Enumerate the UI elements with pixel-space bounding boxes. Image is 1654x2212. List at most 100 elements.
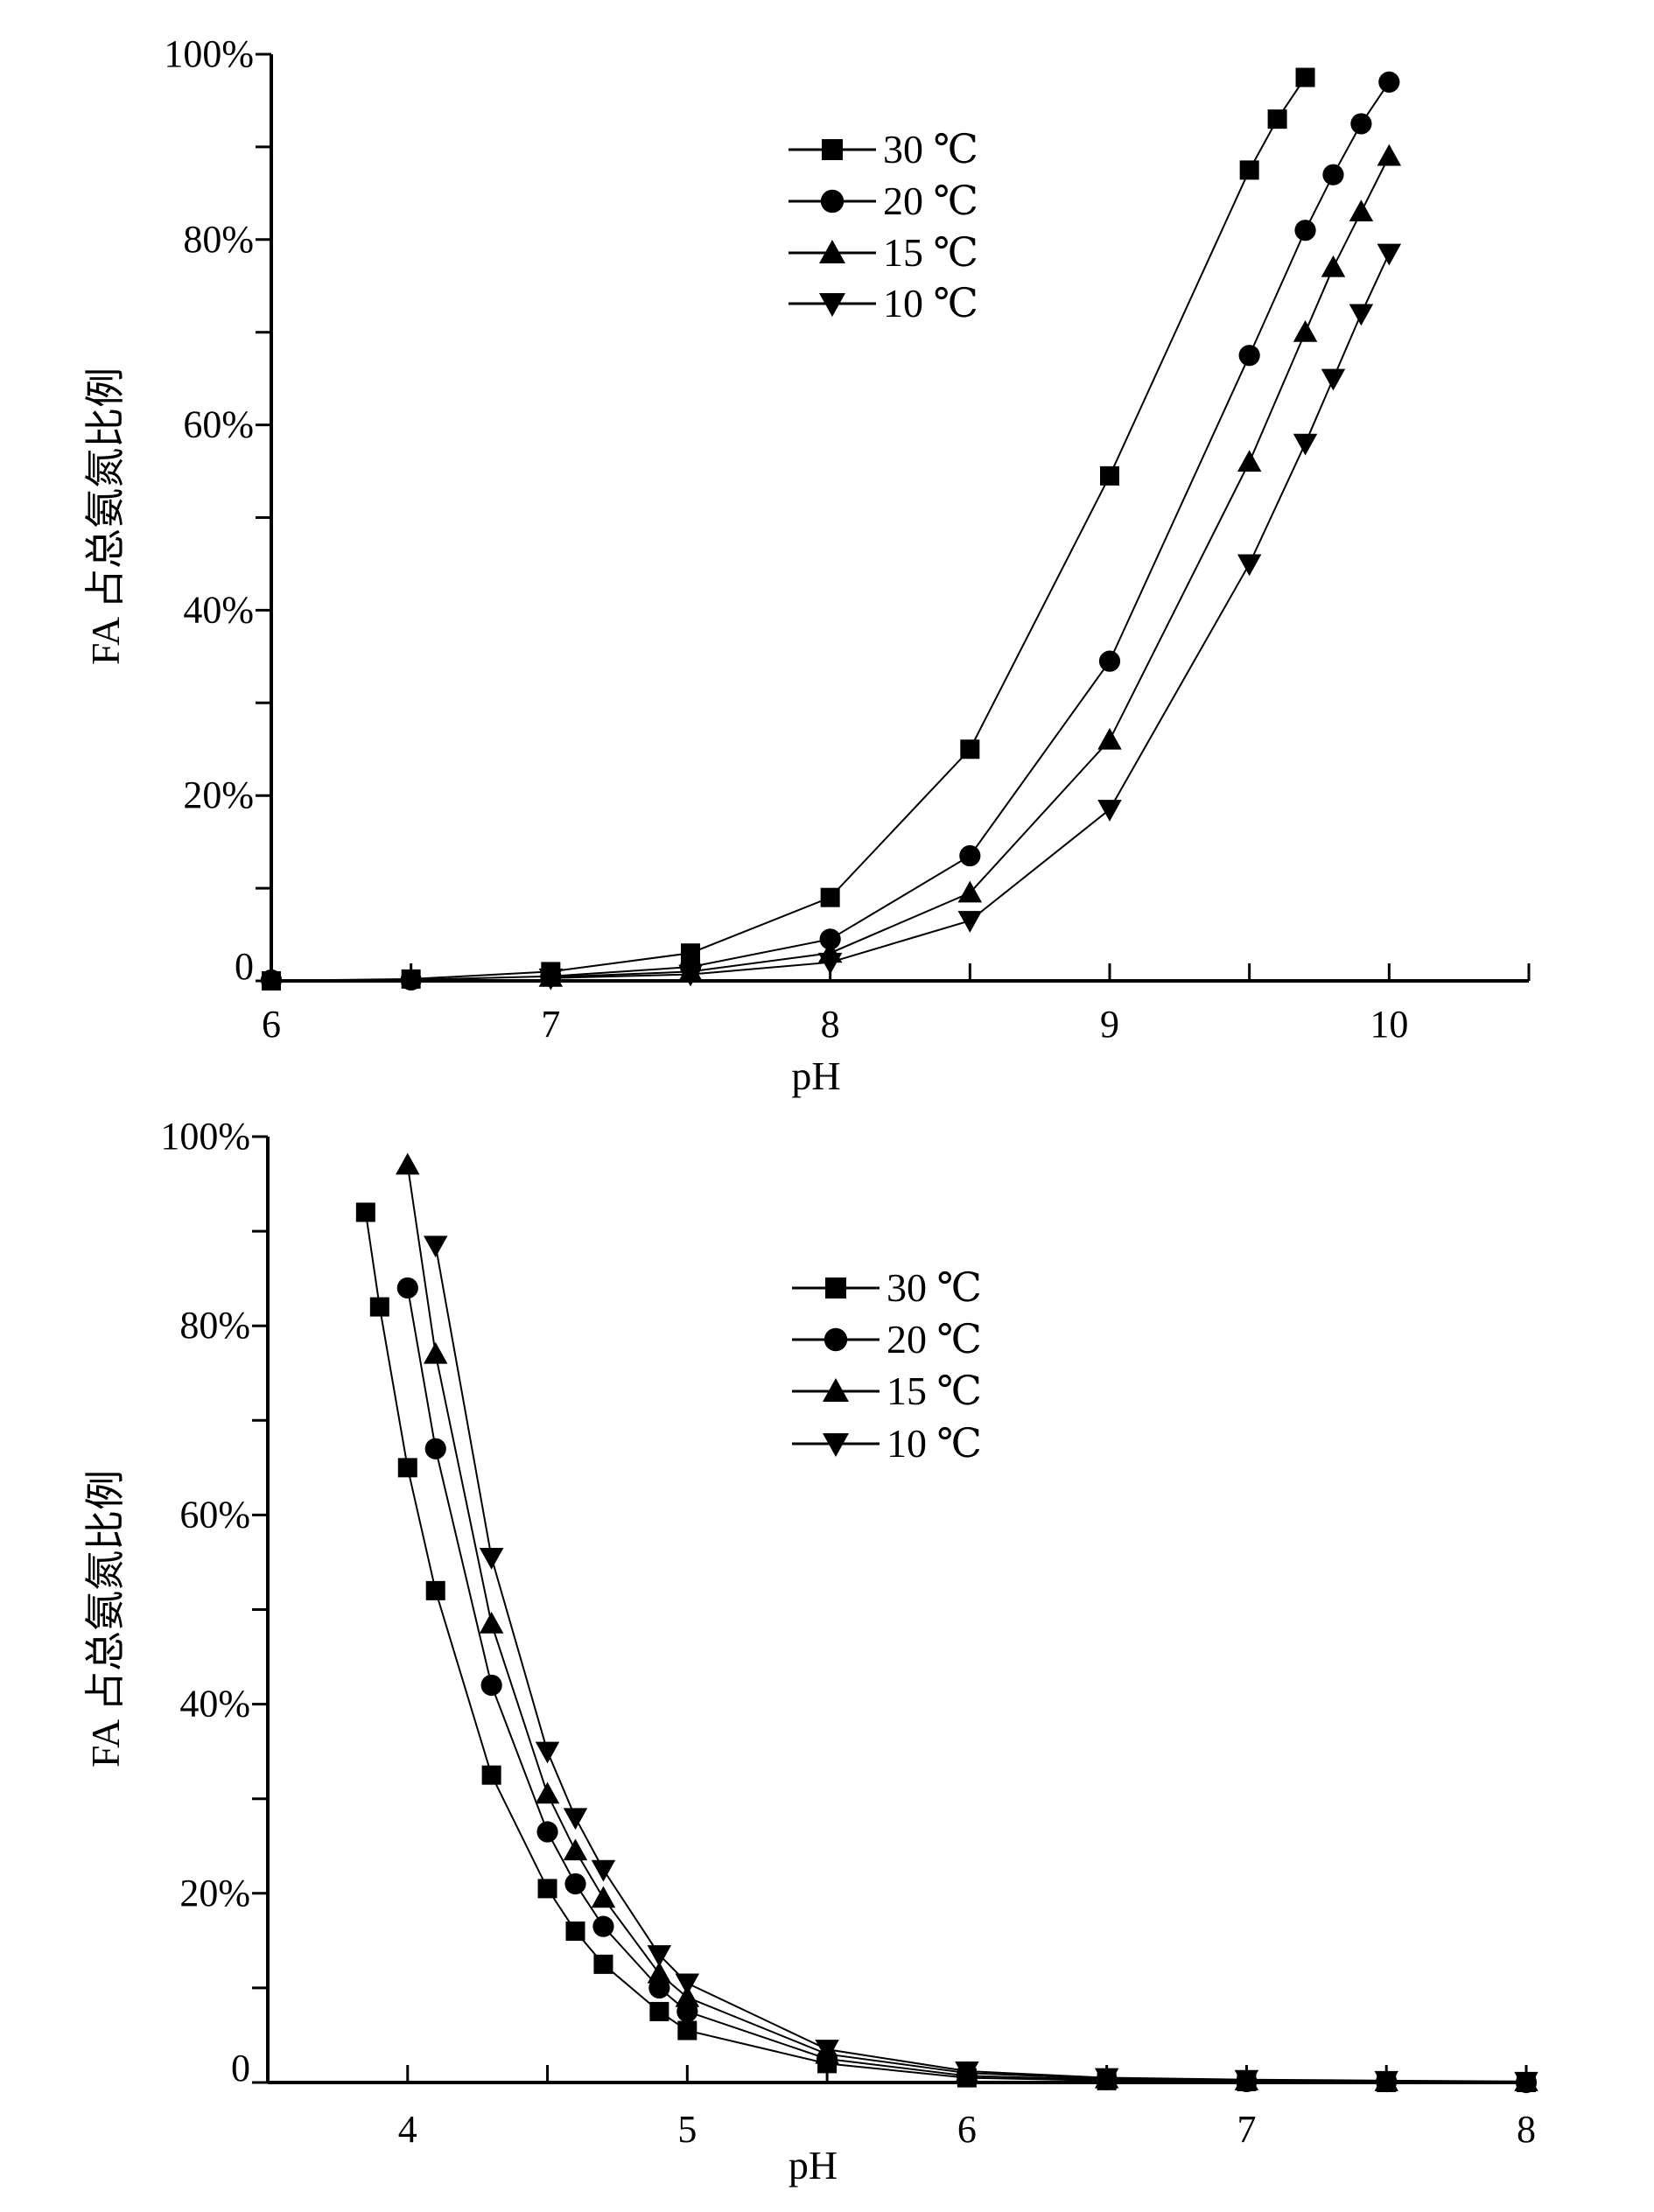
legend-label: 10 ℃ bbox=[883, 281, 978, 326]
x-tick-label: 9 bbox=[1100, 1003, 1119, 1046]
y-tick-label: 20% bbox=[183, 774, 254, 816]
data-point bbox=[424, 1438, 446, 1460]
data-point bbox=[1098, 650, 1121, 672]
data-point bbox=[1378, 71, 1400, 93]
legend-marker-triangle-down bbox=[823, 1433, 849, 1457]
data-point bbox=[1238, 345, 1260, 367]
data-point bbox=[355, 1202, 375, 1222]
data-point bbox=[536, 1821, 558, 1843]
y-tick-label: 80% bbox=[183, 218, 254, 261]
y-tick-label: 60% bbox=[183, 403, 254, 446]
data-point bbox=[1377, 144, 1402, 166]
data-point bbox=[1293, 433, 1318, 456]
data-point bbox=[675, 1984, 700, 2007]
data-point bbox=[647, 1945, 672, 1967]
data-point bbox=[955, 2062, 979, 2083]
data-point bbox=[1294, 220, 1316, 242]
data-point bbox=[1097, 800, 1122, 822]
data-point bbox=[535, 1741, 560, 1764]
data-point bbox=[957, 911, 983, 933]
data-point bbox=[1349, 304, 1374, 326]
legend-label: 20 ℃ bbox=[887, 1317, 982, 1362]
legend-marker-circle bbox=[820, 189, 845, 214]
legend-marker-triangle-up bbox=[819, 240, 845, 263]
chart-bottom-ph-4-8: 0 20% 40% 60% 80% 100% 4 5 6 7 8 pH FA 占总氨氮比例 30 ℃ 20 … bbox=[83, 1115, 1538, 2188]
data-point bbox=[1100, 466, 1119, 486]
data-point bbox=[1097, 727, 1122, 750]
data-point bbox=[649, 2001, 669, 2021]
x-tick-label: 8 bbox=[1517, 2108, 1536, 2151]
data-point bbox=[565, 1922, 585, 1942]
y-tick-label: 0 bbox=[235, 945, 254, 988]
y-tick-label: 40% bbox=[183, 588, 254, 631]
data-point bbox=[479, 1548, 504, 1570]
data-point bbox=[423, 1236, 448, 1258]
x-axis-label: pH bbox=[791, 1054, 840, 1098]
y-tick-label: 80% bbox=[179, 1304, 250, 1347]
data-point bbox=[1295, 67, 1315, 88]
legend-marker-square bbox=[822, 139, 843, 160]
y-axis-label: FA 占总氨氮比例 bbox=[83, 1470, 128, 1768]
data-point bbox=[1239, 160, 1259, 180]
series-line bbox=[550, 156, 1391, 978]
series-line bbox=[406, 1287, 1527, 2083]
x-axis-label: pH bbox=[788, 2143, 838, 2188]
data-point bbox=[479, 1611, 504, 1634]
x-tick-label: 6 bbox=[262, 1003, 281, 1046]
x-tick-label: 7 bbox=[1237, 2108, 1256, 2151]
series-10c bbox=[423, 1236, 1538, 2094]
legend-marker-triangle-down bbox=[819, 293, 845, 317]
series-line bbox=[270, 76, 1307, 982]
series-30c bbox=[262, 67, 1315, 990]
data-point bbox=[396, 1152, 420, 1175]
data-point bbox=[481, 1765, 501, 1785]
data-point bbox=[593, 1954, 613, 1974]
legend-marker-circle bbox=[823, 1327, 848, 1352]
data-point bbox=[1293, 319, 1318, 342]
data-point bbox=[369, 1297, 389, 1317]
data-point bbox=[1322, 164, 1344, 186]
data-point bbox=[957, 880, 983, 903]
data-point bbox=[1094, 2068, 1119, 2090]
data-point bbox=[1321, 255, 1346, 277]
data-point bbox=[400, 969, 422, 991]
data-point bbox=[819, 928, 841, 950]
series-line bbox=[406, 1165, 1526, 2082]
y-tick-label: 100% bbox=[164, 32, 254, 75]
data-point bbox=[820, 887, 840, 907]
data-point bbox=[535, 1782, 560, 1804]
data-point bbox=[480, 1674, 502, 1697]
data-point bbox=[1350, 113, 1372, 135]
data-point bbox=[675, 1973, 700, 1996]
y-axis-label: FA 占总氨氮比例 bbox=[83, 368, 128, 665]
legend-label: 10 ℃ bbox=[887, 1421, 982, 1466]
legend-marker-triangle-up bbox=[823, 1378, 849, 1402]
data-point bbox=[538, 968, 564, 990]
data-point bbox=[678, 964, 703, 987]
y-tick-label: 40% bbox=[179, 1683, 250, 1726]
legend-label: 15 ℃ bbox=[887, 1368, 982, 1413]
data-point bbox=[1267, 109, 1287, 130]
y-tick-label: 0 bbox=[231, 2047, 250, 2090]
data-point bbox=[960, 739, 980, 760]
data-point bbox=[815, 2040, 839, 2062]
legend-label: 15 ℃ bbox=[883, 230, 978, 275]
x-tick-label: 5 bbox=[677, 2108, 697, 2151]
data-point bbox=[425, 1580, 445, 1600]
data-point bbox=[563, 1808, 588, 1830]
data-point bbox=[959, 844, 981, 867]
x-tick-label: 10 bbox=[1370, 1003, 1408, 1046]
series-10c bbox=[538, 243, 1402, 990]
x-tick-label: 8 bbox=[821, 1003, 840, 1046]
legend-label: 30 ℃ bbox=[887, 1265, 982, 1310]
data-point bbox=[1377, 243, 1402, 266]
data-point bbox=[591, 1886, 616, 1908]
legend-label: 30 ℃ bbox=[883, 127, 978, 172]
chart-top-ph-8-10: 0 20% 40% 60% 80% 100% 6 7 8 9 10 pH FA 占总氨氮比例 30 ℃ 20… bbox=[83, 32, 1531, 1098]
data-point bbox=[1349, 200, 1374, 222]
legend-marker-square bbox=[825, 1278, 846, 1298]
data-point bbox=[564, 1872, 586, 1895]
data-point bbox=[1234, 2069, 1259, 2092]
y-tick-label: 20% bbox=[179, 1872, 250, 1914]
